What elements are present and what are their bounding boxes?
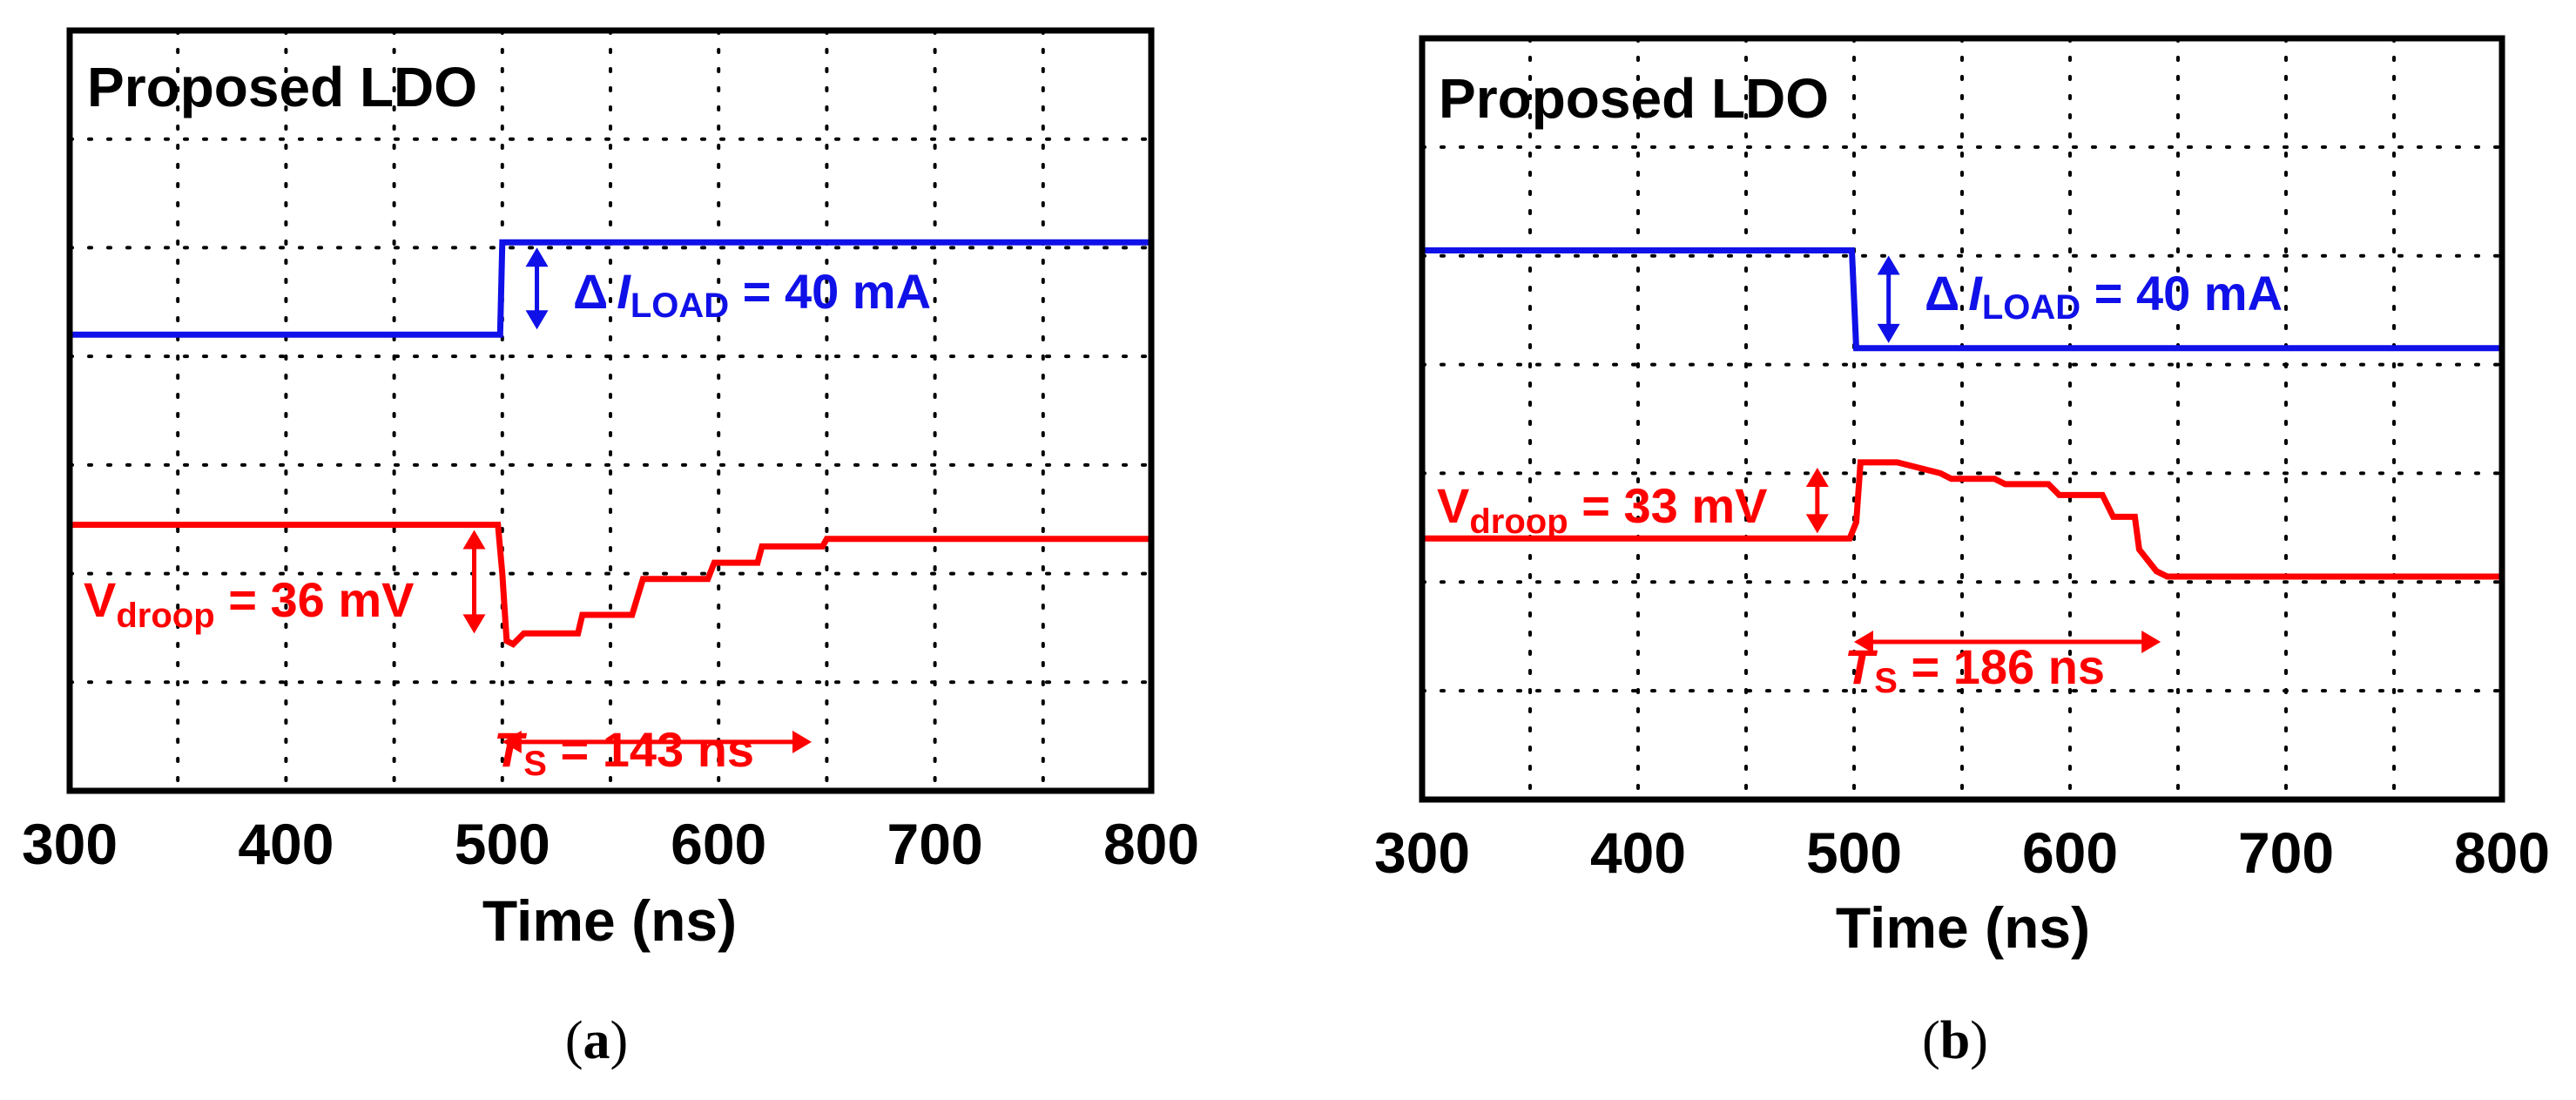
current-step-label: Δ ILOAD = 40 mA: [1925, 266, 2283, 327]
current-step-arrowhead-bottom: [1877, 323, 1900, 343]
droop-arrowhead-top: [462, 530, 486, 550]
x-tick-label: 400: [238, 812, 334, 876]
x-tick-label: 300: [22, 812, 118, 876]
grid-lines: [1420, 37, 2504, 801]
settling-label: TS = 143 ns: [494, 722, 754, 783]
x-tick-label: 800: [1103, 812, 1199, 876]
grid-lines: [68, 29, 1153, 793]
x-tick-label: 500: [455, 812, 550, 876]
droop-label: Vdroop = 33 mV: [1437, 478, 1767, 541]
settling-arrowhead-right: [2141, 630, 2161, 653]
x-tick-label: 600: [2022, 820, 2118, 885]
current-step-arrowhead-top: [1877, 255, 1900, 275]
x-tick-label: 700: [2238, 820, 2334, 885]
droop-arrowhead-top: [1805, 467, 1829, 487]
settling-arrowhead-left: [1854, 630, 1873, 653]
series-line-v-out: [70, 522, 1151, 648]
settling-arrowhead-right: [792, 730, 813, 753]
droop-arrowhead-bottom: [1805, 514, 1829, 534]
x-tick-label: 800: [2454, 820, 2550, 885]
x-tick-labels: 300 400 500 600 700 800: [22, 812, 1199, 876]
settling-label: TS = 186 ns: [1844, 639, 2105, 700]
current-step-label: Δ ILOAD = 40 mA: [573, 264, 931, 325]
droop-label: Vdroop = 36 mV: [84, 572, 414, 635]
panel-caption: (a): [565, 1011, 628, 1070]
x-tick-label: 700: [887, 812, 983, 876]
x-axis-label: Time (ns): [482, 888, 737, 953]
plot-series: [70, 239, 1151, 648]
series-line-v-out: [1422, 459, 2502, 580]
x-tick-labels: 300 400 500 600 700 800: [1374, 820, 2550, 885]
series-line-i-load: [70, 239, 1151, 338]
droop-arrowhead-bottom: [462, 614, 486, 634]
current-step-arrowhead-top: [525, 247, 549, 267]
plot-series: [1422, 247, 2502, 580]
x-tick-label: 600: [671, 812, 766, 876]
series-line-i-load: [1422, 247, 2502, 352]
x-tick-label: 300: [1374, 820, 1470, 885]
x-tick-label: 500: [1806, 820, 1902, 885]
chart-title: Proposed LDO: [1439, 67, 1829, 130]
plot-frame: [1419, 35, 2505, 803]
annotation-arrows: [462, 247, 813, 753]
chart-panel-b: Proposed LDO Δ ILOAD = 40 mA Vdroop = 33 …: [1374, 35, 2550, 1070]
chart-title: Proposed LDO: [87, 56, 477, 118]
x-axis-label: Time (ns): [1836, 895, 2090, 960]
chart-panel-a: Proposed LDO Δ ILOAD = 40 mA Vdroop = 36 …: [22, 27, 1199, 1070]
annotation-arrows: [1805, 255, 2161, 653]
settling-arrowhead-left: [502, 730, 522, 753]
plot-frame: [66, 27, 1155, 794]
panel-caption: (b): [1922, 1011, 1988, 1070]
current-step-arrowhead-bottom: [525, 310, 549, 330]
x-tick-label: 400: [1590, 820, 1686, 885]
